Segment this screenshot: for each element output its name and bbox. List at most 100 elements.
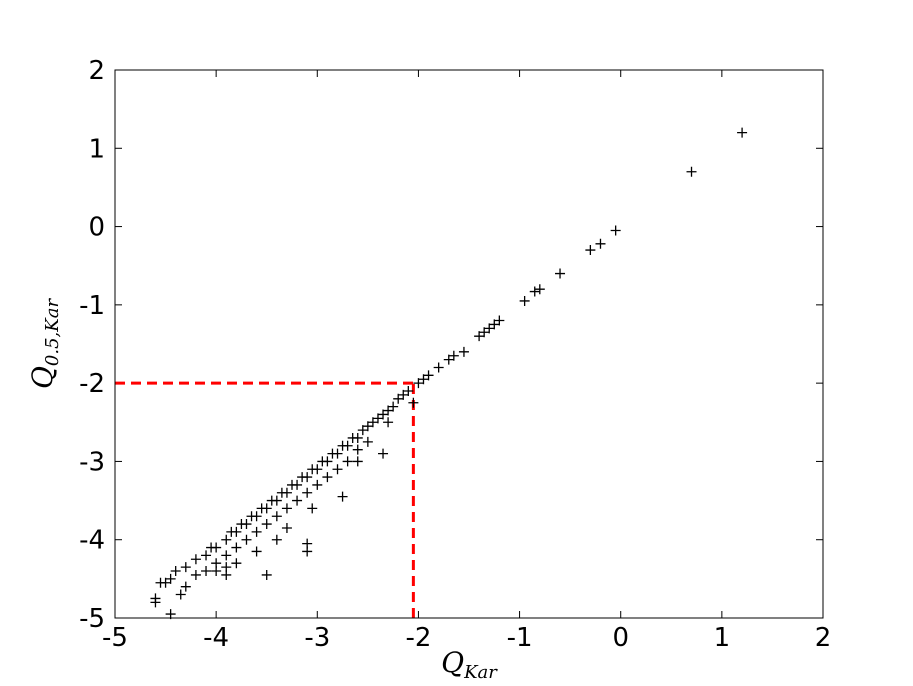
point xyxy=(276,487,287,498)
point xyxy=(307,503,318,514)
point xyxy=(585,245,596,256)
point xyxy=(423,370,434,381)
y-tick-label: -3 xyxy=(79,447,105,477)
y-tick-label: -4 xyxy=(79,526,105,556)
point xyxy=(352,456,363,467)
point xyxy=(221,534,232,545)
point xyxy=(261,569,272,580)
x-label-main: Q xyxy=(441,646,464,679)
point xyxy=(494,315,505,326)
point xyxy=(206,542,217,553)
y-label-sub: 0.5,Kar xyxy=(42,298,63,367)
x-axis-label: QKar xyxy=(441,646,498,683)
point xyxy=(383,417,394,428)
point xyxy=(448,350,459,361)
point xyxy=(307,464,318,475)
point xyxy=(337,440,348,451)
point xyxy=(413,378,424,389)
x-tick-label: 1 xyxy=(714,623,731,653)
point xyxy=(337,491,348,502)
x-tick-label: -5 xyxy=(102,623,128,653)
point xyxy=(236,519,247,530)
point xyxy=(226,526,237,537)
point xyxy=(287,479,297,490)
point xyxy=(555,268,566,279)
x-tick-label: -4 xyxy=(203,623,229,653)
point xyxy=(489,319,500,330)
point xyxy=(180,562,191,573)
point xyxy=(479,327,490,338)
point xyxy=(610,225,621,236)
point xyxy=(271,511,282,522)
point xyxy=(458,346,469,357)
y-tick-label: 1 xyxy=(88,134,105,164)
point xyxy=(251,526,262,537)
point xyxy=(388,401,399,412)
point xyxy=(529,286,540,297)
point xyxy=(327,448,338,459)
point xyxy=(271,534,282,545)
point xyxy=(362,436,373,447)
point xyxy=(443,354,454,365)
point xyxy=(312,479,323,490)
point xyxy=(484,323,495,334)
point xyxy=(201,566,212,577)
point xyxy=(474,331,485,342)
point xyxy=(261,519,272,530)
point xyxy=(201,550,212,561)
y-tick-label: -2 xyxy=(79,369,105,399)
point xyxy=(150,593,161,604)
point xyxy=(292,495,303,506)
point xyxy=(175,589,186,600)
point xyxy=(398,389,409,400)
point xyxy=(180,581,191,592)
x-tick-label: 0 xyxy=(612,623,629,653)
point xyxy=(190,569,201,580)
point xyxy=(266,495,277,506)
point xyxy=(165,573,176,584)
point xyxy=(231,542,242,553)
point xyxy=(362,421,373,432)
point xyxy=(221,569,232,580)
point xyxy=(418,374,429,385)
plot-frame xyxy=(114,69,824,619)
point xyxy=(367,417,378,428)
point xyxy=(302,546,313,557)
point xyxy=(393,393,404,404)
point xyxy=(378,409,389,420)
point xyxy=(256,503,267,514)
y-tick-label: 0 xyxy=(88,213,105,243)
point xyxy=(519,295,530,306)
x-tick-label: -3 xyxy=(304,623,330,653)
point xyxy=(322,472,333,483)
point xyxy=(378,448,389,459)
x-label-sub: Kar xyxy=(463,662,498,683)
point xyxy=(155,577,166,588)
point xyxy=(281,522,292,533)
point xyxy=(686,166,697,177)
y-tick-label: -5 xyxy=(79,604,105,634)
point xyxy=(302,487,313,498)
y-tick-label: -1 xyxy=(79,291,105,321)
y-label-main: Q xyxy=(26,366,59,389)
point xyxy=(357,425,368,436)
point xyxy=(211,566,222,577)
point xyxy=(190,554,201,565)
point xyxy=(433,362,444,373)
point xyxy=(170,566,181,577)
point xyxy=(383,405,394,416)
point xyxy=(403,385,414,396)
point xyxy=(534,284,545,295)
point xyxy=(408,397,419,408)
y-axis-label: Q0.5,Kar xyxy=(26,298,63,389)
point xyxy=(231,558,242,569)
point xyxy=(595,238,606,249)
x-tick-label: 2 xyxy=(815,623,832,653)
point xyxy=(352,444,363,455)
point xyxy=(332,464,343,475)
x-tick-label: -2 xyxy=(405,623,431,653)
x-tick-label: -1 xyxy=(507,623,533,653)
point xyxy=(372,413,383,424)
